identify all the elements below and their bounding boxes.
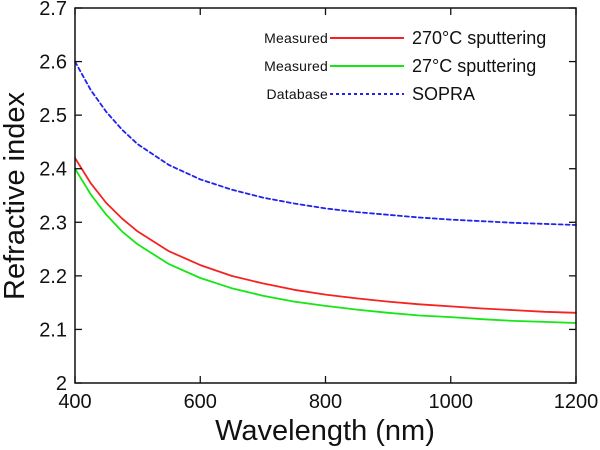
x-tick-label: 600 — [184, 391, 217, 413]
legend-entry-label-270c: 270°C sputtering — [412, 27, 547, 48]
legend-entry-label-27c: 27°C sputtering — [412, 55, 537, 76]
y-axis-label: Refractive index — [0, 92, 31, 300]
y-tick-label: 2 — [56, 373, 67, 395]
y-tick-label: 2.4 — [39, 159, 67, 181]
y-tick-label: 2.2 — [39, 266, 67, 288]
legend-line-sample-27c — [330, 65, 404, 67]
y-tick-label: 2.5 — [39, 105, 67, 127]
legend-source-label: Measured — [264, 30, 328, 46]
x-tick-label: 400 — [58, 391, 91, 413]
legend-line-sample-270c — [330, 37, 404, 39]
curve-sopra — [74, 60, 577, 226]
y-tick-label: 2.3 — [39, 212, 67, 234]
ticks-group: 400 600 800 1000 1200 2 2.1 2.2 2.3 2.4 2.5 2.6 2.7 — [39, 0, 598, 413]
legend-entry-label-sopra: SOPRA — [412, 83, 476, 104]
legend-row-sopra: Database SOPRA — [238, 80, 546, 108]
y-tick-label: 2.7 — [39, 0, 67, 20]
y-tick-label: 2.1 — [39, 319, 67, 341]
legend-source-label: Database — [266, 86, 328, 102]
legend-line-sample-sopra — [330, 93, 404, 95]
x-tick-label: 1000 — [429, 391, 474, 413]
curve-270c-sputtering — [74, 157, 577, 314]
legend: Measured 270°C sputtering Measured 27°C … — [238, 24, 546, 108]
y-tick-label: 2.6 — [39, 52, 67, 74]
legend-source-label: Measured — [264, 58, 328, 74]
x-tick-label: 1200 — [554, 391, 599, 413]
curves-group — [74, 60, 577, 324]
x-axis-label: Wavelength (nm) — [215, 415, 435, 447]
legend-row-270c: Measured 270°C sputtering — [238, 24, 546, 52]
curve-27c-sputtering — [74, 167, 577, 324]
x-tick-label: 800 — [309, 391, 342, 413]
legend-row-27c: Measured 27°C sputtering — [238, 52, 546, 80]
